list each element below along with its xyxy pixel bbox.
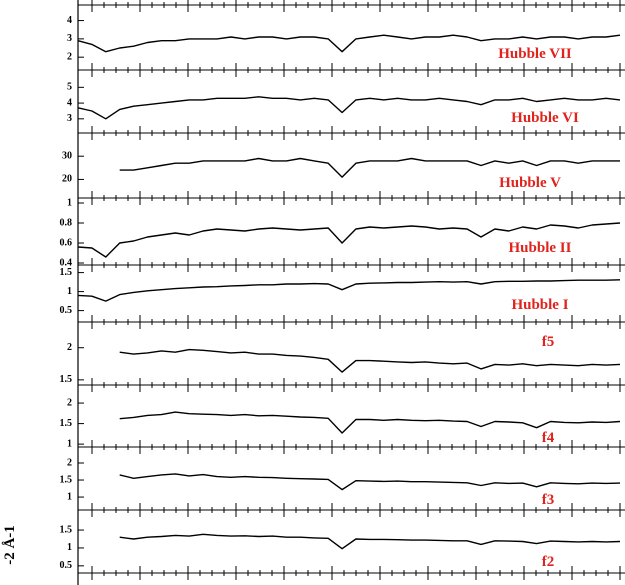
y-tick-label: 3: [67, 33, 72, 44]
y-tick-label: 1.5: [60, 267, 73, 278]
y-tick-label: 1: [67, 286, 72, 297]
y-tick-label: 1: [67, 197, 72, 208]
y-tick-label: 0.4: [60, 257, 73, 268]
spectrum-line: [77, 222, 621, 258]
y-tick-label: 4: [67, 97, 72, 108]
spectrum-line: [77, 34, 621, 53]
panel-label: Hubble V: [499, 175, 561, 191]
y-tick-label: 2: [67, 457, 72, 468]
y-tick-label: 0.5: [60, 305, 73, 316]
panel-label: Hubble II: [509, 240, 572, 256]
spectrum-line: [119, 473, 621, 491]
y-tick-label: 1: [67, 542, 72, 553]
spectrum-line: [119, 348, 621, 373]
panel-label: f2: [542, 554, 555, 570]
y-tick-label: 2: [67, 51, 72, 62]
y-tick-label: 1.5: [60, 474, 73, 485]
spectrum-line: [119, 411, 621, 434]
y-tick-label: 1: [67, 491, 72, 502]
panel-label: Hubble VI: [511, 110, 579, 126]
y-tick-label: 0.5: [60, 560, 73, 571]
spectrum-line: [119, 157, 620, 178]
y-tick-label: 30: [62, 151, 72, 162]
panel-label: Hubble VII: [498, 46, 572, 62]
y-tick-label: 1.5: [60, 418, 73, 429]
y-axis-label: -2 Å-1: [2, 525, 18, 565]
spectrum-line: [77, 279, 621, 302]
panel-label: f5: [542, 334, 555, 350]
y-tick-label: 2: [67, 342, 72, 353]
y-tick-label: 0.8: [60, 217, 73, 228]
y-tick-label: 3: [67, 113, 72, 124]
spectrum-line: [119, 533, 621, 550]
panel-label: Hubble I: [511, 297, 568, 313]
panel-label: f4: [542, 430, 555, 446]
y-tick-label: 2: [67, 397, 72, 408]
y-tick-label: 5: [67, 82, 72, 93]
panel-label: f3: [542, 492, 555, 508]
y-tick-label: 0.6: [60, 237, 73, 248]
spectrum-line: [77, 96, 621, 120]
y-tick-label: 1: [67, 438, 72, 449]
y-tick-label: 20: [62, 174, 72, 185]
y-tick-label: 4: [67, 15, 72, 26]
y-tick-label: 1.5: [60, 374, 73, 385]
y-tick-label: 1.5: [60, 524, 73, 535]
